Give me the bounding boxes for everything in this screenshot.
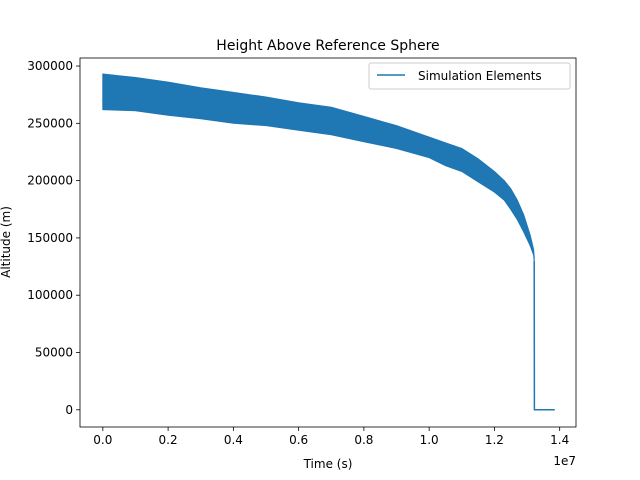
- x-tick-label: 0.4: [224, 433, 243, 447]
- legend: Simulation Elements: [368, 62, 571, 90]
- x-tick-label: 0.0: [93, 433, 112, 447]
- y-tick-label: 0: [65, 403, 73, 417]
- chart-title: Height Above Reference Sphere: [216, 38, 439, 54]
- y-tick-label: 150000: [27, 231, 73, 245]
- x-axis-offset-label: 1e7: [553, 454, 576, 468]
- series-tail-simulation-elements: [533, 260, 555, 411]
- x-tick-label: 0.8: [354, 433, 373, 447]
- series-band-simulation-elements: [102, 73, 535, 261]
- axes-frame: [79, 57, 577, 428]
- x-tick-label: 1.0: [420, 433, 439, 447]
- y-tick-label: 100000: [27, 288, 73, 302]
- x-axis: 0.0 0.2 0.4 0.6 0.8 1.0 1.2 1.4: [93, 427, 569, 447]
- y-tick-label: 250000: [27, 116, 73, 130]
- plot-area: [102, 73, 555, 411]
- y-tick-label: 50000: [35, 346, 73, 360]
- x-axis-label: Time (s): [303, 457, 353, 471]
- legend-label-simulation-elements: Simulation Elements: [418, 69, 542, 83]
- x-tick-label: 1.2: [485, 433, 504, 447]
- y-axis-label: Altitude (m): [0, 206, 13, 278]
- legend-box: [368, 62, 571, 90]
- x-tick-label: 0.6: [289, 433, 308, 447]
- y-tick-label: 200000: [27, 174, 73, 188]
- x-tick-label: 0.2: [159, 433, 178, 447]
- y-tick-label: 300000: [27, 59, 73, 73]
- y-axis: 0 50000 100000 150000 200000 250000 300000: [27, 59, 80, 417]
- x-tick-label: 1.4: [550, 433, 569, 447]
